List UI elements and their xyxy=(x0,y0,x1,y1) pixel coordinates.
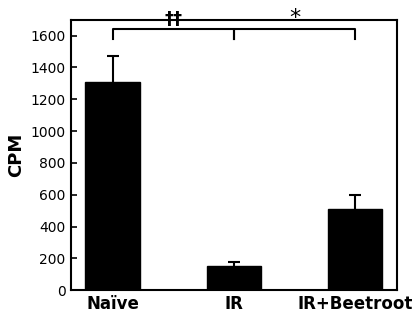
Bar xyxy=(85,82,140,290)
Y-axis label: CPM: CPM xyxy=(7,133,25,177)
Bar xyxy=(328,209,383,290)
Text: ††: †† xyxy=(164,10,182,28)
Bar xyxy=(207,266,261,290)
Text: *: * xyxy=(289,8,300,28)
